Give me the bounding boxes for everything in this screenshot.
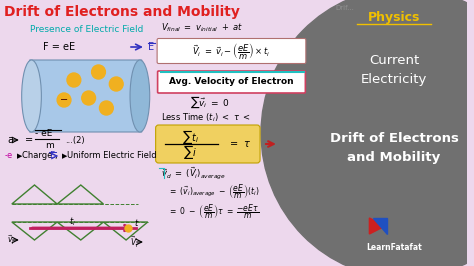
Text: $=\ (\vec{v}_i)_{average}\ -\ \left(\dfrac{eE}{m}\right)(t_i)$: $=\ (\vec{v}_i)_{average}\ -\ \left(\dfr… <box>168 183 260 201</box>
Circle shape <box>109 77 123 91</box>
Text: Drift of Electrons
and Mobility: Drift of Electrons and Mobility <box>329 132 458 164</box>
Ellipse shape <box>130 60 150 132</box>
Text: Less Time $(t_i)\ <\ \tau\ <$: Less Time $(t_i)\ <\ \tau\ <$ <box>161 112 250 124</box>
Circle shape <box>57 93 71 107</box>
Circle shape <box>67 73 81 87</box>
Text: Drift of Electrons and Mobility: Drift of Electrons and Mobility <box>4 5 240 19</box>
FancyBboxPatch shape <box>155 125 260 163</box>
Text: F = eE: F = eE <box>43 42 75 52</box>
Text: E: E <box>148 42 154 52</box>
Text: $\vec{v}_i$: $\vec{v}_i$ <box>7 233 15 247</box>
Text: $=\ \tau$: $=\ \tau$ <box>228 139 251 149</box>
Text: Charge ,: Charge , <box>22 152 57 160</box>
FancyBboxPatch shape <box>157 39 306 64</box>
Text: E: E <box>49 152 55 160</box>
Polygon shape <box>369 218 385 234</box>
Text: $t_i$: $t_i$ <box>69 216 76 228</box>
FancyBboxPatch shape <box>158 71 305 93</box>
Text: - eE: - eE <box>36 130 53 139</box>
Text: Physics: Physics <box>368 11 420 24</box>
Circle shape <box>82 91 96 105</box>
Text: Current
Electricity: Current Electricity <box>361 55 427 85</box>
Text: LearnFatafat: LearnFatafat <box>366 243 422 252</box>
Text: $t$: $t$ <box>134 217 139 227</box>
Text: ▶: ▶ <box>62 153 67 159</box>
Text: $\sum \vec{v}_i\ =\ 0$: $\sum \vec{v}_i\ =\ 0$ <box>190 94 230 110</box>
Text: $\sum t_i$: $\sum t_i$ <box>182 128 199 146</box>
Text: a: a <box>7 135 13 145</box>
Text: =: = <box>25 135 33 145</box>
Text: Avg. Velocity of Electron: Avg. Velocity of Electron <box>169 77 294 86</box>
Text: ...(2): ...(2) <box>65 135 85 144</box>
Circle shape <box>91 65 105 79</box>
Text: $=\ 0\ -\ \left(\dfrac{eE}{m}\right)\tau\ =\ \dfrac{-eE\tau}{m}$: $=\ 0\ -\ \left(\dfrac{eE}{m}\right)\tau… <box>168 203 260 221</box>
Polygon shape <box>374 218 387 234</box>
Text: $\sum i$: $\sum i$ <box>183 143 197 161</box>
Text: ▶: ▶ <box>17 153 22 159</box>
Circle shape <box>261 0 474 266</box>
Text: m: m <box>46 140 54 149</box>
Text: Uniform Electric Field: Uniform Electric Field <box>67 152 156 160</box>
FancyBboxPatch shape <box>0 0 325 266</box>
FancyBboxPatch shape <box>29 60 142 132</box>
Text: $\vec{v}_d\ =\ (\vec{V}_i)_{average}$: $\vec{v}_d\ =\ (\vec{V}_i)_{average}$ <box>161 165 225 181</box>
Circle shape <box>100 101 113 115</box>
Text: $\vec{V}_i\ =\ \vec{v}_i - \left(\dfrac{eE}{m}\right)\times t_i$: $\vec{V}_i\ =\ \vec{v}_i - \left(\dfrac{… <box>192 41 271 61</box>
Text: −: − <box>60 95 68 105</box>
Text: $V_{final}\ =\ v_{initial}\ +\ at$: $V_{final}\ =\ v_{initial}\ +\ at$ <box>161 22 243 34</box>
Text: -e: -e <box>5 152 13 160</box>
Text: Drif...: Drif... <box>335 5 354 11</box>
Text: $\vec{V}_i$: $\vec{V}_i$ <box>130 234 139 250</box>
Text: Presence of Electric Field: Presence of Electric Field <box>30 26 143 35</box>
Ellipse shape <box>22 60 41 132</box>
